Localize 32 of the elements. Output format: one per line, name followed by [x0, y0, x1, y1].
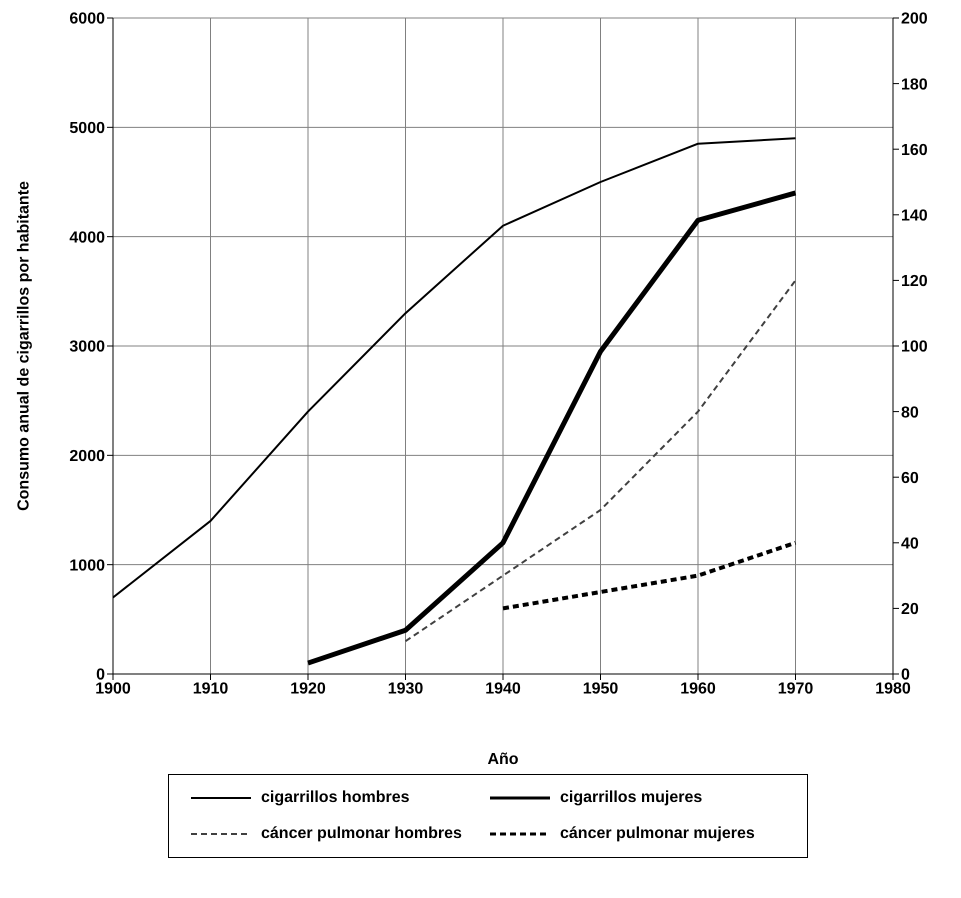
- x-tick-label: 1960: [680, 680, 716, 698]
- y2-tick-label: 120: [901, 273, 928, 290]
- y2-tick-label: 140: [901, 207, 928, 224]
- y2-tick-label: 200: [901, 10, 928, 28]
- y2-tick-label: 20: [901, 601, 919, 618]
- y-axis-title: Consumo anual de cigarrillos por habitante: [16, 180, 33, 511]
- x-tick-label: 1970: [778, 680, 814, 698]
- y2-tick-label: 100: [901, 338, 928, 356]
- y2-tick-label: 40: [901, 535, 919, 552]
- legend-label: cigarrillos hombres: [261, 789, 410, 807]
- y-tick-label: 5000: [69, 120, 106, 138]
- y2-tick-label: 80: [901, 404, 919, 422]
- legend-label: cigarrillos mujeres: [560, 789, 702, 807]
- y2-tick-label: 180: [901, 76, 928, 94]
- x-tick-label: 1920: [290, 680, 326, 698]
- x-tick-label: 1980: [875, 680, 911, 698]
- y-tick-label: 6000: [69, 10, 106, 28]
- y-tick-label: 2000: [69, 448, 106, 466]
- x-tick-label: 1950: [582, 680, 618, 698]
- x-tick-label: 1930: [388, 680, 424, 698]
- y-tick-label: 1000: [69, 557, 106, 574]
- y2-tick-label: 160: [901, 142, 928, 159]
- y-tick-label: 4000: [69, 229, 106, 246]
- x-tick-label: 1940: [485, 680, 521, 698]
- legend-label: cáncer pulmonar mujeres: [560, 825, 755, 843]
- y-tick-label: 3000: [69, 338, 106, 356]
- line-series: [404, 279, 796, 642]
- x-tick-label: 1910: [192, 680, 228, 698]
- line-series: [501, 540, 798, 610]
- legend-label: cáncer pulmonar hombres: [261, 825, 462, 843]
- x-axis-title: Año: [487, 751, 519, 768]
- y2-tick-label: 60: [901, 470, 919, 487]
